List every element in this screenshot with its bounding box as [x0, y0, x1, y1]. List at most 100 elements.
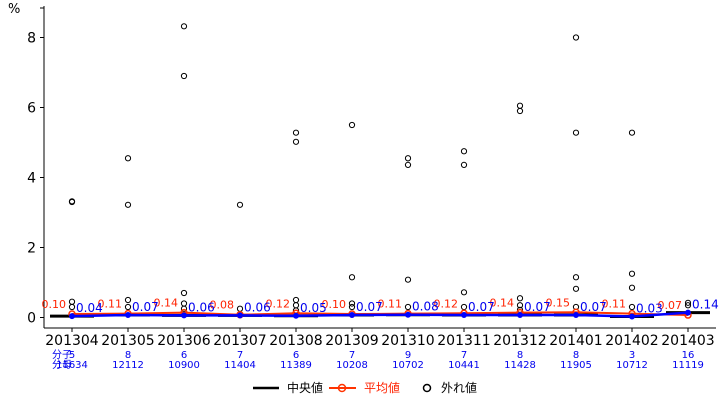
outlier-point: [572, 285, 580, 292]
outlier-point: [180, 23, 188, 30]
legend-mean-swatch-point: [337, 383, 347, 393]
x-tick-label: 201402: [605, 333, 658, 349]
outlier-point: [124, 296, 132, 304]
outlier-point: [124, 155, 132, 162]
median-point: [517, 312, 523, 319]
denominator-value: 10208: [336, 360, 368, 371]
outlier-point: [180, 289, 188, 297]
x-tick-label: 201305: [101, 333, 154, 349]
denominator-value: 10702: [392, 360, 424, 371]
numerator-value: 8: [517, 350, 523, 361]
outlier-point: [404, 303, 412, 311]
median-value-label: 0.07: [524, 300, 551, 314]
mean-value-label: 0.14: [490, 297, 515, 310]
outlier-point: [68, 198, 76, 205]
median-point: [69, 313, 75, 320]
outlier-point: [460, 148, 468, 155]
outlier-point: [572, 34, 580, 41]
outlier-point: [516, 302, 524, 309]
median-value-label: 0.04: [76, 301, 103, 315]
outlier-point: [404, 155, 412, 162]
outlier-point: [348, 121, 356, 129]
x-tick-label: 201312: [493, 333, 546, 349]
outlier-point: [684, 299, 692, 306]
outlier-point: [180, 300, 188, 307]
median-point: [181, 312, 187, 319]
y-tick-label: 2: [27, 241, 36, 257]
median-value-label: 0.03: [636, 301, 663, 315]
outlier-point: [292, 302, 300, 309]
median-point: [237, 312, 243, 319]
x-tick-label: 201311: [437, 333, 490, 349]
outlier-point: [124, 303, 132, 311]
x-tick-label: 201403: [661, 333, 714, 349]
numerator-value: 8: [573, 350, 579, 361]
mean-value-label: 0.11: [602, 298, 627, 311]
x-tick-label: 201307: [213, 333, 266, 349]
median-value-label: 0.07: [468, 300, 495, 314]
outlier-point: [348, 274, 356, 281]
x-tick-label: 201306: [157, 333, 211, 349]
x-tick-label: 201401: [549, 333, 602, 349]
outliers-group: [68, 23, 692, 314]
outlier-point: [348, 303, 356, 311]
median-point: [293, 312, 299, 319]
median-point: [685, 309, 691, 316]
numerator-value: 7: [461, 350, 467, 361]
median-value-label: 0.07: [132, 300, 159, 314]
y-tick-label: 8: [27, 31, 36, 47]
denominator-value: 10712: [616, 360, 648, 371]
outlier-point: [460, 161, 468, 168]
outlier-point: [348, 300, 356, 307]
outlier-point: [236, 201, 244, 208]
outlier-point: [68, 303, 76, 311]
x-tick-label: 201304: [45, 333, 99, 349]
median-value-label: 0.08: [412, 300, 439, 314]
numerator-value: 7: [349, 350, 355, 361]
denominator-value: 11119: [672, 360, 704, 371]
mean-value-label: 0.10: [322, 298, 347, 311]
outlier-point: [628, 303, 636, 311]
outlier-point: [404, 276, 412, 283]
x-tick-label: 201308: [269, 333, 322, 349]
median-value-label: 0.07: [580, 300, 607, 314]
lines-group: [50, 308, 710, 320]
outlier-point: [628, 284, 636, 291]
outlier-point: [572, 274, 580, 281]
median-point: [405, 311, 411, 318]
y-tick-label: 4: [27, 171, 36, 187]
median-point: [573, 312, 579, 319]
mean-value-label: 0.11: [378, 298, 403, 311]
mean-value-label: 0.15: [546, 296, 571, 309]
outlier-point: [628, 129, 636, 136]
x-tick-label: 201309: [325, 333, 378, 349]
numerator-value: 6: [293, 350, 299, 361]
denominator-row-label: 分母: [52, 359, 72, 371]
outlier-point: [68, 298, 76, 305]
outlier-point: [516, 295, 524, 302]
denominator-value: 11404: [224, 360, 256, 371]
legend-mean-label: 平均値: [364, 380, 400, 395]
denominator-value: 10900: [168, 360, 200, 371]
numerator-value: 7: [237, 350, 243, 361]
median-value-label: 0.06: [188, 300, 215, 314]
outlier-point: [180, 305, 188, 312]
numerator-value: 5: [69, 350, 75, 361]
median-line: [71, 311, 689, 318]
mean-value-label: 0.11: [98, 298, 123, 311]
numerator-value: 9: [405, 350, 411, 361]
denominator-value: 11428: [504, 360, 536, 371]
outlier-point: [460, 289, 468, 296]
outlier-point: [292, 138, 300, 145]
outlier-point: [236, 305, 244, 312]
outlier-point: [404, 161, 412, 168]
legend-outlier-swatch: [422, 383, 432, 393]
denominator-value: 11634: [56, 360, 88, 371]
median-value-label: 0.05: [300, 301, 327, 315]
legend-group: 中央値 平均値 外れ値: [253, 380, 477, 395]
value-labels-group: 0.10 0.11 0.14 0.08 0.12 0.10 0.11 0.12 0.14 0.15…: [42, 296, 719, 315]
